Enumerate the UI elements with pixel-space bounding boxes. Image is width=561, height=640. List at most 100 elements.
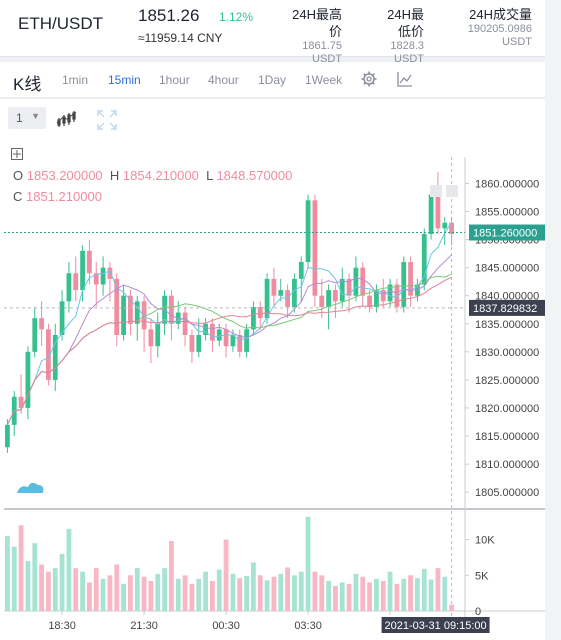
volume-bar [189,583,195,611]
volume-bar [278,573,284,611]
high-value: 1861.75 [302,40,342,52]
volume-bar [210,581,215,611]
y-axis-tick-label: 1830.000000 [475,347,539,359]
volume-bar [298,571,304,611]
candle-body [223,329,229,347]
low-label: 24H最 [387,7,424,22]
candle-body [66,273,72,302]
volume-bar [216,569,222,611]
volume-bar [39,564,44,611]
moving-average-line [6,254,452,426]
candle-body [230,335,236,347]
cny-value: ≈11959.14 CNY [138,31,223,45]
candle-body [189,335,195,352]
y-axis-tick-label: 1845.000000 [475,263,539,275]
candle-body [257,306,263,319]
y-axis-tick-label: 1820.000000 [475,403,539,415]
crosshair-price-tag [469,299,545,316]
low-label-2: 低价 [397,24,424,39]
candle-body [52,335,58,380]
y-axis-tick-label: 1835.000000 [475,319,539,331]
line-chart-icon[interactable] [396,70,414,88]
volume-bar [415,578,420,611]
candle-body [278,290,284,296]
low-label: L [206,168,213,183]
volume-bar [196,578,202,611]
volume-bar [442,576,448,611]
candle-body [435,194,441,229]
candle-body [210,323,215,341]
candle-body [326,290,331,307]
volume-bar [121,583,126,611]
candle-body [333,290,338,302]
interval-1day[interactable]: 1Day [258,73,287,87]
scroll-left-button [430,185,442,197]
volume-bar [5,536,10,611]
volume-bar [114,564,120,611]
low-value: 1828.3 [390,40,424,52]
volume-bar [374,578,379,611]
volume-bar [25,561,31,611]
close-value: 1851.210000 [26,189,102,204]
candlestick-icon[interactable] [56,110,78,128]
crosshair-icon[interactable] [11,148,23,160]
interval-1min[interactable]: 1min [62,73,89,87]
candle-body [305,200,311,263]
candle-body [93,273,99,285]
candle-body [312,200,318,296]
high-24h: 24H最高 价 1861.75 USDT [278,6,342,66]
volume-bar [11,546,17,611]
volume-bar [155,573,161,611]
candle-body [428,194,434,234]
volume-bar [401,578,407,611]
crosshair-price-tag-label: 1837.829832 [473,303,537,315]
volume-bar [237,578,243,611]
candle-body [353,267,359,296]
candle-body [449,222,454,234]
candle-body [394,284,400,307]
volume-bar [326,581,331,611]
chart-type-select[interactable]: 1 ▼ [8,107,46,129]
volume-bar [428,579,434,611]
volume-bar [394,583,400,611]
candle-body [251,306,256,330]
interval-4hour[interactable]: 4hour [208,73,239,87]
candle-body [244,329,249,352]
volume-bar [346,583,352,611]
volume-bar [292,575,297,611]
interval-1week[interactable]: 1Week [305,73,343,87]
kline-tab[interactable]: K线 [13,75,42,94]
gear-icon[interactable] [360,70,378,88]
volume-bar [408,575,413,611]
high-label-2: 价 [328,24,342,39]
candle-body [148,329,154,347]
volume-bar [203,571,208,611]
fullscreen-icon[interactable] [97,110,117,130]
x-axis-tick-label: 21:30 [130,620,158,632]
candle-body [387,284,393,302]
caret-down-icon: ▼ [31,111,40,121]
last-price: 1851.26 [138,6,200,25]
volume-bar [305,516,311,611]
interval-toolbar: K线 1min 15min 1hour 4hour 1Day 1Week [0,62,545,98]
volume-bar [387,571,393,611]
candle-body [141,301,147,330]
pair-name[interactable]: ETH/USDT [18,14,103,33]
kline-chart-svg[interactable]: 1860.0000001855.0000001850.0000001845.00… [0,139,545,640]
market-header: ETH/USDT 1851.26 1.12% ≈11959.14 CNY 24H… [0,0,561,65]
chart-type-value: 1 [16,111,23,125]
interval-15min[interactable]: 15min [108,73,141,87]
x-axis-tick-label: 03:30 [294,620,322,632]
candle-body [237,335,243,352]
volume-bar [367,582,372,611]
watermark-logo [17,482,44,493]
interval-1hour[interactable]: 1hour [159,73,190,87]
high-value: 1854.210000 [122,168,199,183]
page-scrollbar[interactable] [545,0,561,640]
volume-bar [175,578,181,611]
volume-bar [80,571,85,611]
y-axis-tick-label: 1810.000000 [475,459,539,471]
kline-chart[interactable]: 1860.000000 1855.000000 1850.000000 1845.00… [0,139,545,640]
candle-body [367,295,372,307]
volume-bar [312,571,318,611]
